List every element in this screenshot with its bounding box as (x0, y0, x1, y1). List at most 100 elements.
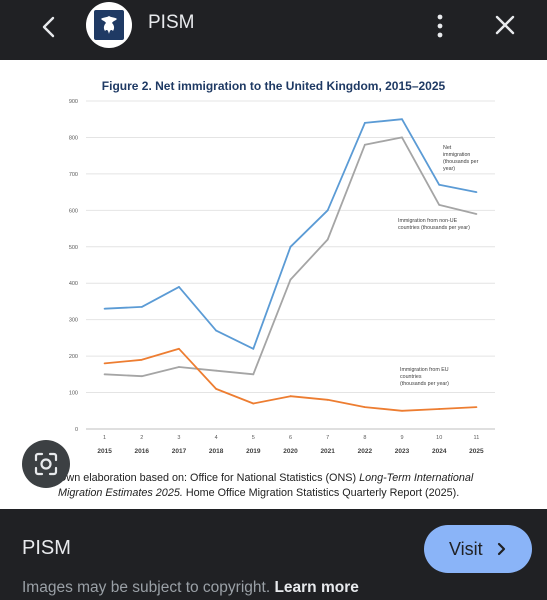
visit-button[interactable]: Visit (424, 525, 532, 573)
x-index-label: 4 (215, 435, 218, 441)
x-index-label: 7 (326, 435, 329, 441)
figure-image: Figure 2. Net immigration to the United … (0, 60, 547, 509)
data-point (289, 245, 292, 248)
data-point (215, 329, 218, 332)
x-index-label: 3 (177, 435, 180, 441)
x-index-label: 2 (140, 435, 143, 441)
data-point (475, 406, 478, 409)
x-tick-label: 2025 (469, 448, 484, 455)
series-annotation: countries (thousands per year) (398, 225, 470, 231)
data-point (252, 373, 255, 376)
chevron-right-icon (497, 542, 506, 556)
x-index-label: 10 (436, 435, 442, 441)
y-tick-label: 500 (69, 245, 78, 251)
x-tick-label: 2016 (135, 448, 150, 455)
data-point (401, 136, 403, 139)
x-tick-label: 2020 (283, 448, 298, 455)
data-point (438, 408, 441, 410)
data-point (401, 409, 403, 412)
data-point (103, 362, 106, 365)
x-tick-label: 2017 (172, 448, 187, 455)
data-point (289, 278, 292, 281)
more-vert-icon[interactable] (430, 12, 450, 40)
line-chart: 0 100 200 300 400 500 600 700 800 900 1 2015 2 2016 3 2… (69, 99, 495, 455)
data-point (326, 209, 329, 212)
data-point (140, 306, 143, 308)
back-arrow-icon[interactable] (34, 12, 64, 42)
series-annotation: Immigration from non-UE (398, 218, 458, 224)
x-index-label: 1 (103, 435, 106, 441)
copyright-text: Images may be subject to copyright. (22, 579, 275, 596)
series-annotation: countries (400, 374, 422, 380)
x-tick-label: 2019 (246, 448, 261, 455)
site-title: PISM (148, 12, 195, 33)
close-icon[interactable] (490, 10, 520, 40)
x-index-label: 11 (474, 435, 480, 441)
x-tick-label: 2018 (209, 448, 224, 455)
data-point (438, 183, 441, 186)
data-point (401, 118, 403, 121)
data-point (363, 143, 366, 146)
y-tick-label: 0 (75, 427, 78, 433)
x-index-label: 8 (363, 435, 366, 441)
data-point (215, 369, 218, 372)
x-index-label: 5 (252, 435, 255, 441)
data-point (363, 121, 366, 124)
series-line (104, 136, 477, 378)
x-tick-label: 2021 (320, 448, 335, 455)
data-point (326, 238, 329, 241)
y-tick-label: 100 (69, 391, 78, 397)
caption-text: Own elaboration based on: Office for Nat… (58, 472, 360, 484)
data-point (438, 203, 441, 206)
source-name: PISM (22, 537, 71, 559)
data-point (140, 358, 143, 361)
y-tick-label: 600 (69, 208, 78, 214)
series-annotation: Net (443, 145, 452, 151)
figure-title: Figure 2. Net immigration to the United … (101, 79, 446, 93)
site-logo (86, 2, 132, 48)
data-point (252, 347, 255, 350)
x-index-label: 6 (289, 435, 292, 441)
data-point (103, 373, 106, 376)
caption-text-end: Home Office Migration Statistics Quarter… (182, 486, 460, 499)
series-annotation: immigration (443, 152, 470, 158)
figure-caption: Own elaboration based on: Office for Nat… (58, 471, 508, 500)
data-point (178, 347, 180, 350)
x-tick-label: 2015 (97, 448, 112, 455)
data-point (215, 388, 218, 390)
series-annotation: (thousands per (443, 159, 479, 165)
x-tick-label: 2022 (358, 448, 373, 455)
data-point (178, 366, 180, 368)
lens-search-button[interactable] (22, 440, 70, 488)
y-tick-label: 900 (69, 99, 78, 105)
x-tick-label: 2023 (395, 448, 410, 455)
series-line (104, 118, 477, 350)
data-point (475, 191, 478, 194)
copyright-notice: Images may be subject to copyright. Lear… (22, 579, 359, 597)
top-bar: PISM (0, 0, 547, 60)
y-tick-label: 800 (69, 135, 78, 141)
learn-more-link[interactable]: Learn more (274, 579, 359, 596)
data-point (252, 402, 255, 405)
x-tick-label: 2024 (432, 448, 447, 455)
series-annotation: (thousands per year) (400, 381, 449, 387)
visit-label: Visit (449, 539, 483, 559)
data-point (178, 285, 180, 288)
y-tick-label: 200 (69, 354, 78, 360)
x-index-label: 9 (401, 435, 404, 441)
data-point (326, 398, 329, 401)
eagle-emblem-icon (94, 10, 124, 40)
caption-italic-text: Long-Term International Migration Estima… (58, 472, 474, 499)
data-point (103, 307, 106, 310)
y-tick-label: 700 (69, 172, 78, 178)
lens-icon (34, 452, 58, 476)
data-point (363, 406, 366, 409)
data-point (289, 395, 292, 398)
bottom-panel: PISM Visit Images may be subject to copy… (0, 509, 547, 600)
series-annotation: Immigration from EU (400, 367, 449, 373)
series-annotation: year) (443, 166, 455, 172)
y-tick-label: 300 (69, 318, 78, 324)
data-point (140, 375, 143, 378)
data-point (475, 213, 478, 215)
y-tick-label: 400 (69, 281, 78, 287)
